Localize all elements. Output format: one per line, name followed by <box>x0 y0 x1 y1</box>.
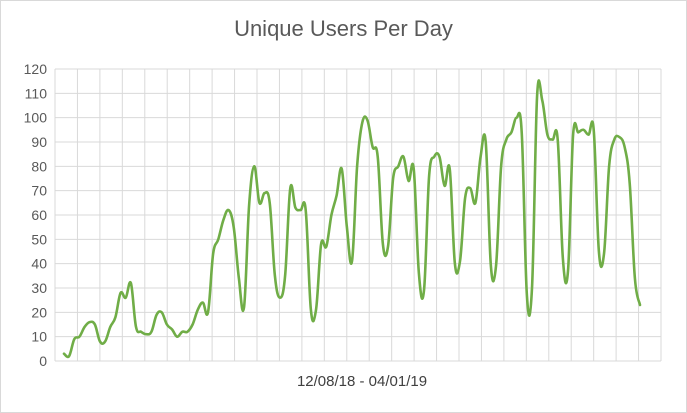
y-tick-label: 120 <box>24 61 48 77</box>
y-tick-label: 90 <box>31 134 47 150</box>
series-line <box>62 79 642 359</box>
y-tick-label: 30 <box>31 280 47 296</box>
y-axis-tick-labels: 0 10 20 30 40 50 60 70 80 90 100 110 120 <box>24 61 48 369</box>
y-tick-label: 60 <box>31 207 47 223</box>
x-axis-label: 12/08/18 - 04/01/19 <box>297 373 427 390</box>
y-tick-label: 20 <box>31 304 47 320</box>
y-tick-label: 10 <box>31 329 47 345</box>
y-tick-label: 100 <box>24 110 48 126</box>
y-tick-label: 50 <box>31 231 47 247</box>
y-tick-label: 70 <box>31 183 47 199</box>
y-tick-label: 80 <box>31 158 47 174</box>
y-tick-label: 0 <box>39 353 47 369</box>
y-tick-label: 110 <box>25 85 48 101</box>
chart-title: Unique Users Per Day <box>234 16 453 41</box>
y-tick-label: 40 <box>31 256 47 272</box>
